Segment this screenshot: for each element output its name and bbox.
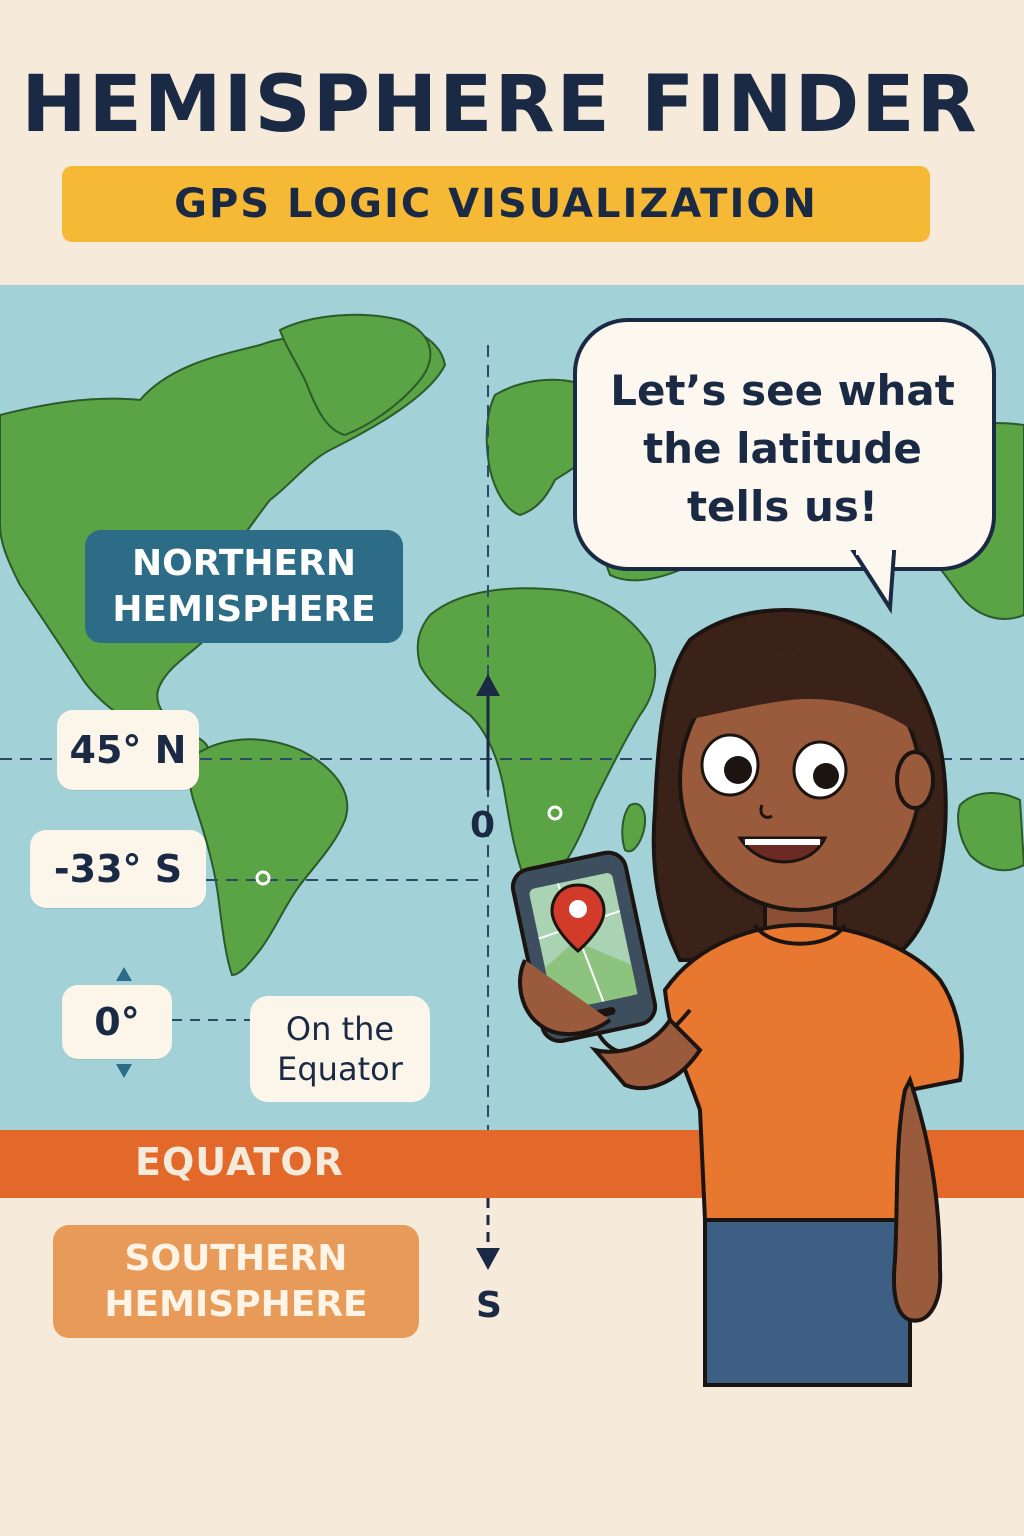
madagascar-landmass [621, 802, 646, 853]
equator-label: EQUATOR [135, 1140, 344, 1184]
south-america-landmass [188, 738, 349, 977]
axis-center-label: 0 [470, 805, 496, 846]
latitude-45n-label: 45° N [57, 710, 199, 790]
jeans [703, 1218, 912, 1387]
girl-character-illustration [510, 608, 964, 1387]
greenland-landmass [278, 313, 432, 437]
speech-bubble [573, 318, 996, 571]
location-dot-africa [547, 805, 563, 821]
subtitle-text: GPS LOGIC VISUALIZATION [174, 181, 818, 227]
axis-south-label: S [476, 1285, 502, 1326]
down-arrow-icon [476, 1248, 500, 1270]
on-equator-note: On the Equator [250, 996, 430, 1102]
down-arrow-icon [116, 1064, 132, 1078]
southern-hemisphere-label: SOUTHERN HEMISPHERE [53, 1225, 419, 1338]
latitude-33s-label: -33° S [30, 830, 206, 908]
subtitle-banner: GPS LOGIC VISUALIZATION [62, 166, 930, 242]
speech-bubble-text: Let’s see what the latitude tells us! [610, 366, 955, 531]
up-arrow-icon [116, 967, 132, 981]
map-pin-icon [550, 883, 606, 953]
africa-landmass [416, 587, 657, 887]
location-dot-south-america [255, 870, 271, 886]
indonesia-landmass [957, 792, 1024, 872]
northern-hemisphere-label: NORTHERN HEMISPHERE [85, 530, 403, 643]
speech-bubble-tail [850, 549, 897, 615]
page-title: HEMISPHERE FINDER [21, 60, 979, 150]
up-arrow-icon [476, 674, 500, 696]
latitude-zero-label: 0° [62, 985, 172, 1059]
